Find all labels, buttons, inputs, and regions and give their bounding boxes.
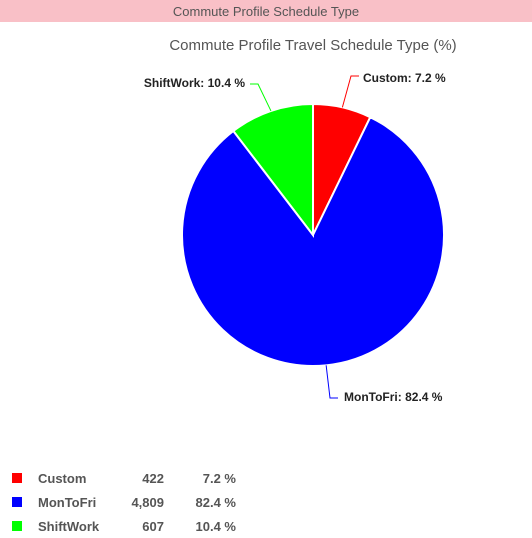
connector-line-custom (341, 75, 359, 108)
data-label-shiftwork: ShiftWork: 10.4 % (144, 76, 245, 90)
pie-slice-montofri[interactable] (181, 115, 445, 367)
legend-table: Custom 422 7.2 % MonToFri 4,809 82.4 % ShiftWo… (8, 466, 236, 538)
legend-percent: 7.2 % (202, 470, 236, 486)
pie-chart: Commute Profile Travel Schedule Type (%)… (144, 37, 457, 404)
legend-row-montofri: MonToFri 4,809 82.4 % (8, 490, 236, 514)
legend-count: 4,809 (131, 494, 164, 510)
legend-percent: 10.4 % (195, 518, 236, 534)
connector-line-shiftwork (250, 83, 272, 112)
legend-row-shiftwork: ShiftWork 607 10.4 % (8, 514, 236, 538)
data-label-custom: Custom: 7.2 % (363, 71, 446, 85)
legend-swatch (12, 520, 22, 531)
pie-slice-shiftwork[interactable] (231, 102, 314, 238)
data-label-montofri: MonToFri: 82.4 % (344, 390, 443, 404)
header-title: Commute Profile Schedule Type (172, 3, 360, 19)
connector-line-montofri (325, 365, 338, 399)
legend-name: Custom (38, 470, 87, 486)
legend-name: MonToFri (38, 494, 97, 510)
legend-row-custom: Custom 422 7.2 % (8, 466, 236, 490)
legend-count: 422 (142, 470, 164, 486)
legend-count: 607 (142, 518, 164, 534)
legend-swatch (12, 496, 22, 507)
legend-percent: 82.4 % (195, 494, 236, 510)
chart-title: Commute Profile Travel Schedule Type (%) (169, 37, 456, 54)
header-bar: Commute Profile Schedule Type (0, 0, 532, 22)
legend-name: ShiftWork (38, 518, 100, 534)
legend-swatch (12, 472, 22, 483)
